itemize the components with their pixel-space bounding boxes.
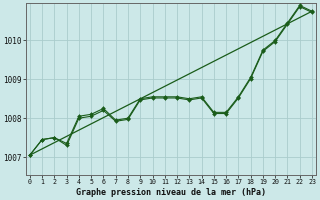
X-axis label: Graphe pression niveau de la mer (hPa): Graphe pression niveau de la mer (hPa): [76, 188, 266, 197]
